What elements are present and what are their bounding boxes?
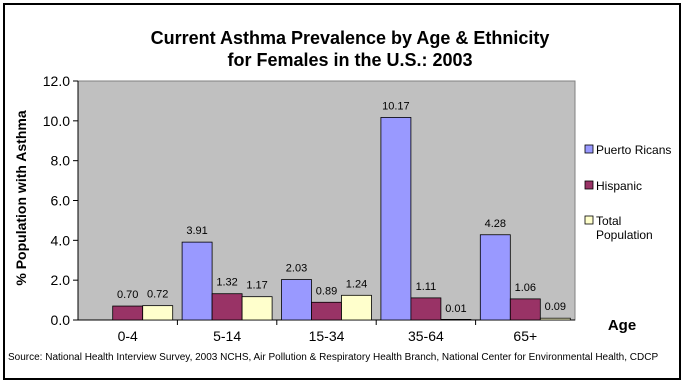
bar-hispanic xyxy=(211,293,243,321)
data-label: 10.17 xyxy=(382,100,410,112)
bar-hispanic xyxy=(112,305,144,321)
legend-label-total-population: Population xyxy=(596,228,653,242)
legend-label-hispanic: Hispanic xyxy=(596,179,642,193)
chart-title-line-2: for Females in the U.S.: 2003 xyxy=(227,50,473,70)
data-label: 1.24 xyxy=(346,278,367,290)
bar-hispanic xyxy=(509,298,541,321)
chart-title-line-1: Current Asthma Prevalence by Age & Ethni… xyxy=(150,28,550,48)
y-tick-label: 2.0 xyxy=(51,272,71,288)
x-tick-label: 35-64 xyxy=(408,328,444,344)
data-label: 1.11 xyxy=(416,281,437,293)
legend-swatch-hispanic xyxy=(584,180,594,190)
data-label: 1.17 xyxy=(246,280,267,292)
y-tick-label: 10.0 xyxy=(43,113,70,129)
x-tick-label: 15-34 xyxy=(309,328,345,344)
bar-total-population xyxy=(341,294,372,321)
bar-total-population xyxy=(241,296,273,321)
y-tick-label: 4.0 xyxy=(51,232,71,248)
bar-puerto-ricans xyxy=(479,234,511,321)
source-note: Source: National Health Interview Survey… xyxy=(8,352,659,363)
legend-label-puerto-ricans: Puerto Ricans xyxy=(596,143,671,157)
data-label: 0.09 xyxy=(545,301,566,313)
x-tick-label: 0-4 xyxy=(118,328,138,344)
data-label: 0.01 xyxy=(445,303,466,315)
legend-swatch-total-population xyxy=(584,215,594,225)
y-tick-label: 6.0 xyxy=(51,193,71,209)
bar-total-population xyxy=(440,318,472,321)
data-label: 4.28 xyxy=(485,218,506,230)
legend-label-total-population: Total xyxy=(596,214,621,228)
data-label: 0.70 xyxy=(117,289,138,301)
y-tick-label: 0.0 xyxy=(51,312,71,328)
x-tick-label: 65+ xyxy=(513,328,537,344)
bar-total-population xyxy=(142,305,174,321)
bar-total-population xyxy=(539,317,571,321)
data-label: 1.06 xyxy=(515,282,536,294)
bar-puerto-ricans xyxy=(281,279,312,321)
x-axis-label: Age xyxy=(608,317,636,334)
data-label: 1.32 xyxy=(216,277,237,289)
chart-title: Current Asthma Prevalence by Age & Ethni… xyxy=(60,27,640,71)
x-tick-label: 5-14 xyxy=(213,328,241,344)
bar-hispanic xyxy=(410,297,442,321)
y-tick-label: 12.0 xyxy=(43,73,70,89)
bar-puerto-ricans xyxy=(380,117,412,321)
legend-swatch-puerto-ricans xyxy=(584,144,594,154)
bar-puerto-ricans xyxy=(181,241,213,321)
y-tick-label: 8.0 xyxy=(51,153,71,169)
data-label: 0.89 xyxy=(316,285,337,297)
bar-hispanic xyxy=(311,301,342,321)
data-label: 0.72 xyxy=(147,289,168,301)
y-axis-label: % Population with Asthma xyxy=(13,110,29,285)
data-label: 3.91 xyxy=(186,225,207,237)
data-label: 2.03 xyxy=(286,263,307,275)
